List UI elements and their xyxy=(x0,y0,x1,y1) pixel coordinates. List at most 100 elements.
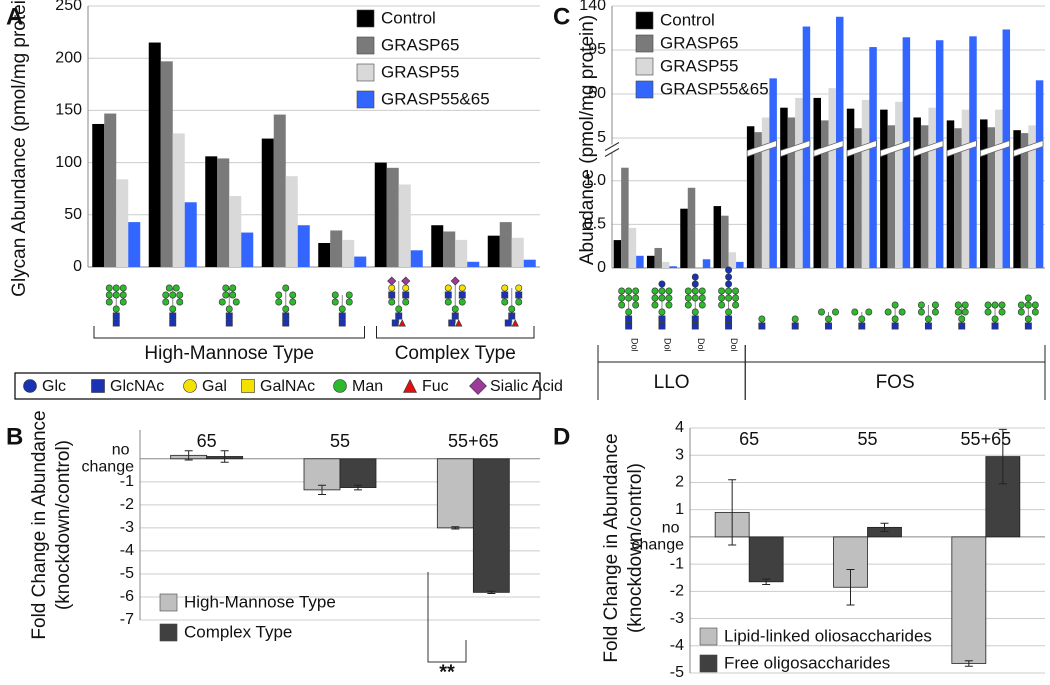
dolichol-label: Dol xyxy=(629,338,639,352)
glycan-square xyxy=(758,322,766,330)
bar xyxy=(621,167,629,268)
legend-label: GRASP55 xyxy=(660,56,738,75)
glycan-circle xyxy=(991,315,999,323)
glycan-circle xyxy=(451,305,459,313)
glycan-circle xyxy=(851,308,859,316)
legend-swatch xyxy=(699,627,718,646)
legend-swatch xyxy=(159,623,178,642)
symbol-legend-label: GlcNAc xyxy=(110,378,164,395)
bar xyxy=(374,162,387,267)
glycan-circle xyxy=(931,301,939,309)
glycan-square xyxy=(504,319,512,327)
y-tick-label: 50 xyxy=(64,206,82,223)
category-label: 65 xyxy=(739,429,759,449)
bar xyxy=(1028,125,1036,269)
glycan-circle xyxy=(388,298,396,306)
bar xyxy=(410,250,423,267)
error-bar xyxy=(220,450,229,463)
bar xyxy=(241,232,254,267)
annotation: ** xyxy=(439,661,455,683)
bar xyxy=(987,127,996,268)
category-label: 55 xyxy=(857,429,877,449)
glycan-square xyxy=(625,315,633,323)
glycan-circle xyxy=(176,291,184,299)
y-tick-label: 0.5 xyxy=(584,216,606,233)
symbol-legend-label: GalNAc xyxy=(260,378,315,395)
category-label: 55 xyxy=(330,431,350,451)
axis-break xyxy=(913,139,944,158)
glycan-circle xyxy=(818,308,825,316)
bar xyxy=(499,222,512,267)
glycan-circle xyxy=(791,315,799,323)
bar xyxy=(769,78,777,268)
glycan-circle xyxy=(625,294,633,302)
glycan-circle xyxy=(333,379,347,393)
glycan-circle xyxy=(718,287,726,295)
glycan-circle xyxy=(865,308,873,316)
glycan-circle xyxy=(725,287,733,295)
panel-label: C xyxy=(553,3,570,30)
group-label: FOS xyxy=(876,372,915,393)
glycan-square xyxy=(169,312,177,320)
y-axis-label: Fold Change in Abundance xyxy=(29,410,50,639)
error-bar xyxy=(728,479,737,546)
glycan-circle xyxy=(658,287,666,295)
y-tick-label: -3 xyxy=(120,519,134,536)
glycan-circle xyxy=(275,291,283,299)
glycan-square xyxy=(282,312,290,320)
glycan-circle xyxy=(289,291,297,299)
legend-swatch xyxy=(635,11,654,30)
glycan-circle xyxy=(984,308,992,316)
bar xyxy=(935,40,944,268)
category-label: 55+65 xyxy=(448,431,499,451)
y-tick-label: 2 xyxy=(675,474,684,491)
bar xyxy=(913,117,921,268)
glycan-circle xyxy=(23,379,37,393)
bar xyxy=(951,536,987,664)
bar xyxy=(654,247,662,268)
glycan-square xyxy=(658,322,666,330)
glycan-diamond xyxy=(450,276,460,286)
glycan-square xyxy=(501,291,509,299)
glycan-diamond xyxy=(387,276,397,286)
bar xyxy=(995,109,1003,269)
glycan-circle xyxy=(684,287,692,295)
glycan-square xyxy=(225,319,233,327)
error-bar xyxy=(846,569,855,606)
glycan-circle xyxy=(832,308,839,316)
bar xyxy=(969,36,977,268)
bar xyxy=(229,196,242,267)
error-bar xyxy=(354,484,362,491)
bar xyxy=(821,120,829,269)
glycan-circle xyxy=(444,284,452,292)
bar xyxy=(160,61,173,267)
bar xyxy=(467,261,480,267)
panel-label: A xyxy=(6,3,23,30)
glycan-circle xyxy=(119,284,127,292)
y-tick-label: -5 xyxy=(670,664,684,681)
bar xyxy=(761,117,770,268)
legend-swatch xyxy=(159,593,178,612)
y-tick-label: 0 xyxy=(73,258,82,275)
bar xyxy=(261,138,274,267)
bar xyxy=(613,240,622,268)
symbol-legend-label: Man xyxy=(352,378,383,395)
glycan-circle xyxy=(961,308,969,316)
bar xyxy=(339,458,377,488)
symbol-legend-label: Gal xyxy=(202,378,227,395)
bar xyxy=(928,107,936,268)
glycan-circle xyxy=(162,291,170,299)
glycan-circle xyxy=(665,301,673,309)
legend-label: GRASP55 xyxy=(381,62,459,81)
legend-label: GRASP65 xyxy=(660,33,738,52)
glycan-circle xyxy=(338,305,346,313)
glycan-square xyxy=(451,312,459,320)
glycan-circle xyxy=(331,298,339,306)
glycan-square xyxy=(388,291,396,299)
glycan-square xyxy=(825,322,832,330)
bar xyxy=(721,215,729,268)
glycan-circle xyxy=(691,273,699,281)
glycan-circle xyxy=(958,315,966,323)
glycan-square xyxy=(508,312,516,320)
glycan-circle xyxy=(891,301,899,309)
